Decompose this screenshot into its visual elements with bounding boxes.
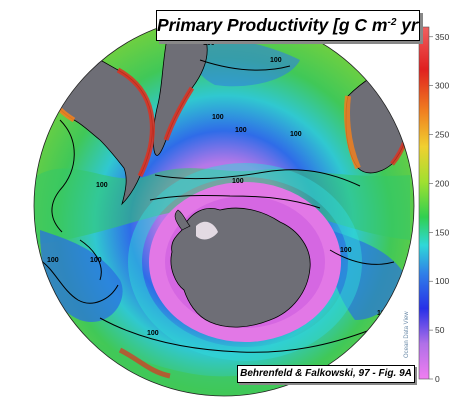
- contour-label: 100: [90, 257, 102, 264]
- colorbar: 350 300 250 200 150 100 50 0: [418, 26, 449, 384]
- colorbar-tick-label: 50: [435, 325, 445, 335]
- contour-label: 100: [270, 57, 282, 64]
- contour-label: 100: [47, 257, 59, 264]
- contour-label: 100: [212, 114, 224, 121]
- credit-label: Behrenfeld & Falkowski, 97 - Fig. 9A: [237, 365, 415, 383]
- colorbar-tick-label: 100: [435, 276, 449, 286]
- watermark: Ocean Data View: [404, 311, 410, 358]
- contour-label: 100: [235, 127, 247, 134]
- colorbar-gradient: [418, 26, 430, 380]
- page-title: Primary Productivity [g C m-2 yr-1]: [156, 10, 420, 41]
- colorbar-tick-label: 300: [435, 81, 449, 91]
- contour-label: 100: [147, 330, 159, 337]
- colorbar-tick-label: 150: [435, 227, 449, 237]
- colorbar-tick-label: 0: [435, 374, 440, 384]
- contour-label: 100: [232, 178, 244, 185]
- contour-label: 100: [290, 131, 302, 138]
- colorbar-tick-label: 200: [435, 178, 449, 188]
- colorbar-tick-label: 350: [435, 32, 449, 42]
- colorbar-tick-label: 250: [435, 130, 449, 140]
- contour-label: 100: [203, 40, 215, 47]
- contour-label: 100: [340, 247, 352, 254]
- contour-label: 100: [96, 182, 108, 189]
